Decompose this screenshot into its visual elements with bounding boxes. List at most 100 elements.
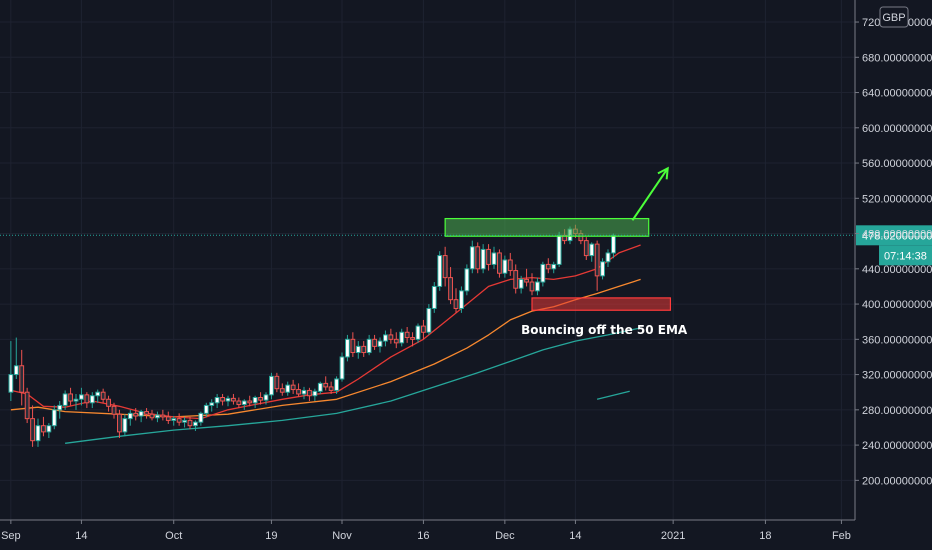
candle-down (176, 418, 182, 423)
y-tick-label: 240.00000000 (862, 440, 932, 452)
candle-up (540, 263, 546, 283)
candle-down (19, 365, 25, 393)
candle-down (388, 334, 394, 340)
x-tick-label: 19 (265, 530, 277, 542)
y-tick-label: 600.00000000 (862, 123, 932, 135)
candle-down (133, 412, 139, 417)
y-tick-label: 360.00000000 (862, 334, 932, 346)
y-tick-label: 560.00000000 (862, 158, 932, 170)
candle-down (545, 263, 551, 270)
y-tick-label: 520.00000000 (862, 193, 932, 205)
candle-down (30, 418, 35, 442)
candle-up (73, 398, 79, 402)
candle-down (410, 337, 415, 340)
candle-up (383, 334, 388, 342)
candle-up (138, 411, 144, 417)
x-tick-label: 16 (417, 530, 429, 542)
candle-up (334, 378, 339, 391)
candle-up (241, 400, 247, 406)
candle-down (220, 396, 225, 402)
candle-down (323, 382, 329, 388)
candle-up (225, 397, 231, 402)
candle-down (290, 384, 296, 391)
candle-up (312, 390, 318, 397)
x-tick-label: Oct (165, 530, 182, 542)
candle-up (317, 382, 323, 392)
candle-up (263, 394, 269, 401)
x-tick-label: Sep (1, 530, 21, 542)
x-tick-label: Feb (832, 530, 851, 542)
candle-up (459, 290, 464, 309)
candle-down (350, 338, 356, 354)
y-tick-label: 680.00000000 (862, 52, 932, 64)
candle-down (404, 331, 410, 339)
candle-up (301, 389, 307, 395)
candle-up (155, 414, 160, 419)
x-tick-label: 14 (75, 530, 87, 542)
candle-up (13, 365, 19, 376)
candle-up (198, 412, 204, 423)
candle-down (274, 375, 280, 390)
y-tick-label: 440.00000000 (862, 264, 932, 276)
y-tick-label: 320.00000000 (862, 370, 932, 382)
candle-up (35, 425, 41, 442)
support-zone[interactable] (531, 297, 672, 311)
candle-up (285, 384, 291, 393)
countdown-badge (879, 245, 932, 266)
candle-up (203, 404, 209, 414)
countdown-label: 07:14:38 (884, 250, 927, 262)
candle-up (122, 418, 128, 433)
candle-down (296, 389, 301, 395)
resistance-zone[interactable] (444, 217, 650, 237)
candle-up (415, 325, 421, 340)
last-price-badge (856, 225, 932, 246)
ema-200-line (65, 327, 641, 444)
candle-down (486, 248, 491, 265)
candle-down (513, 270, 519, 289)
time-axis[interactable]: Sep 14 Oct 19 Nov 16 Dec 14 2021 18 Feb (0, 519, 855, 542)
x-tick-label: 18 (759, 530, 771, 542)
candle-down (100, 391, 106, 400)
candle-down (24, 391, 30, 420)
candle-up (89, 395, 95, 404)
candle-down (144, 411, 149, 415)
candle-up (377, 340, 383, 347)
annotation-text[interactable]: Bouncing off the 50 EMA (521, 323, 688, 337)
zone-boxes (444, 217, 672, 311)
x-tick-label: 14 (569, 530, 581, 542)
candle-up (46, 425, 52, 433)
candle-up (8, 374, 14, 393)
x-tick-label: Nov (332, 530, 352, 542)
candle-down (393, 338, 399, 344)
candle-up (399, 331, 405, 344)
candle-down (361, 345, 367, 354)
candle-up (345, 338, 350, 358)
candle-up (127, 412, 133, 420)
last-price-label: 478.02000000 (862, 230, 932, 242)
currency-badge[interactable] (879, 6, 909, 28)
candle-up (480, 248, 486, 270)
candle-down (279, 388, 285, 393)
price-axis[interactable]: 200.00000000 240.00000000 280.00000000 320.… (854, 0, 932, 520)
candle-up (57, 404, 63, 411)
candle-up (502, 259, 508, 274)
candle-up (62, 393, 68, 406)
candle-down (41, 425, 46, 433)
candle-down (231, 397, 236, 402)
candle-down (507, 259, 513, 272)
candle-down (524, 278, 529, 283)
candle-down (475, 246, 481, 270)
y-tick-label: 200.00000000 (862, 475, 932, 487)
candle-down (421, 325, 426, 333)
candle-down (497, 252, 502, 274)
projection-arrow[interactable] (631, 167, 669, 221)
candle-up (431, 285, 437, 309)
last-price-line: 478.02000000 07:14:38 (0, 225, 932, 266)
candle-up (437, 255, 443, 287)
x-tick-label: Dec (495, 530, 515, 542)
candle-up (589, 243, 595, 257)
candle-down (594, 243, 600, 277)
candle-up (355, 345, 361, 354)
y-tick-label: 400.00000000 (862, 299, 932, 311)
